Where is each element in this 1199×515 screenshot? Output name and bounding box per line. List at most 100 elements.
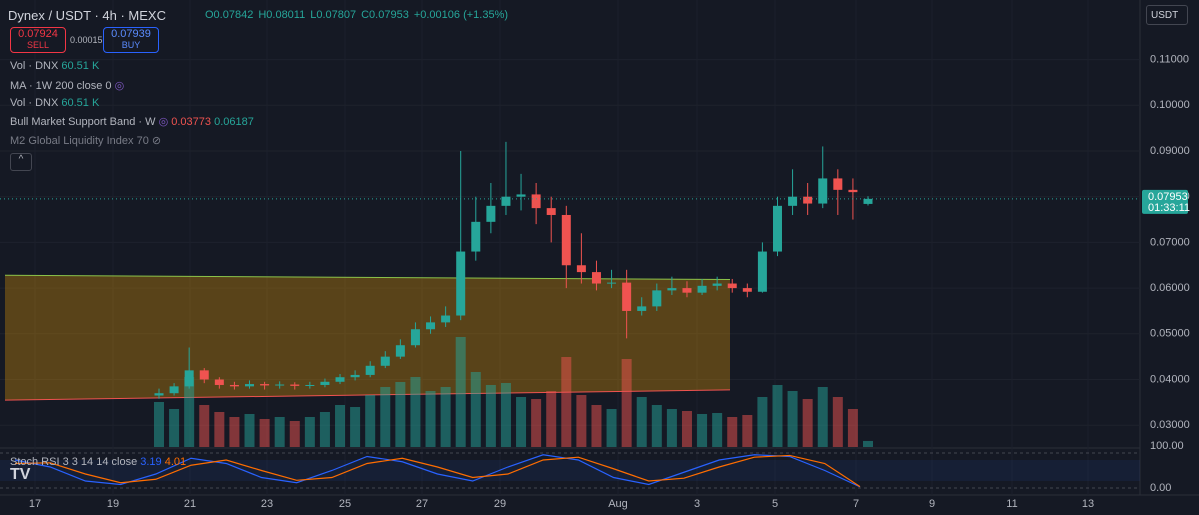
- volume-bar: [832, 397, 843, 447]
- price-tick-label: 0.11000: [1150, 54, 1189, 66]
- indicator: Bull Market Support Band · W ◎ 0.03773 0…: [10, 115, 254, 128]
- indicator-name: Bull Market Support Band · W: [10, 116, 156, 128]
- volume-bar: [546, 391, 557, 447]
- candle-body: [803, 196, 813, 204]
- volume-bar: [319, 412, 330, 447]
- candle-body: [772, 205, 782, 252]
- candle-body: [637, 306, 647, 311]
- indicator-name: M2 Global Liquidity Index 70: [10, 135, 149, 147]
- volume-bar: [289, 421, 300, 447]
- candle-body: [245, 384, 255, 387]
- volume-bar: [335, 405, 346, 447]
- candle-body: [712, 283, 722, 286]
- candle-body: [350, 374, 360, 378]
- logo[interactable]: TV: [10, 466, 31, 483]
- indicator-value: 0.03773: [171, 116, 212, 128]
- volume-bar: [576, 395, 587, 447]
- candle-body: [275, 384, 285, 386]
- settings-icon[interactable]: ◎: [114, 80, 125, 92]
- price-tick-label: 0.10000: [1150, 99, 1190, 111]
- volume-bar: [410, 377, 421, 447]
- countdown: 01:33:11: [1148, 202, 1190, 214]
- buy-button[interactable]: 0.07939 BUY: [103, 27, 159, 53]
- price-tick-label: 0.05000: [1150, 328, 1190, 340]
- date-tick-label: 3: [694, 498, 700, 510]
- band-lower: [4, 389, 731, 401]
- collapse-button[interactable]: ^: [10, 153, 32, 171]
- candle-body: [410, 329, 420, 346]
- sell-label: SELL: [26, 40, 50, 50]
- price-tag-value: 0.07953: [1148, 191, 1188, 203]
- stoch-legend: Stoch RSI 3 3 14 14 close 3.19 4.01: [10, 456, 186, 468]
- candle-body: [395, 345, 405, 357]
- volume-bar: [516, 397, 527, 447]
- settings-icon[interactable]: ◎: [158, 116, 169, 128]
- date-tick-label: 13: [1082, 498, 1094, 510]
- symbol[interactable]: Dynex / USDT · 4h · MEXC: [8, 8, 166, 23]
- indicator-value: 60.51 K: [61, 60, 100, 72]
- indicator-name: Vol · DNX: [10, 60, 59, 72]
- volume-bar: [229, 417, 240, 447]
- candle-body: [320, 381, 330, 385]
- volume-bar: [591, 405, 602, 447]
- price-tag: [1142, 189, 1188, 214]
- volume-bar: [395, 382, 406, 447]
- volume-bar: [621, 359, 632, 447]
- date-tick-label: 27: [416, 498, 428, 510]
- candle-body: [229, 384, 239, 387]
- candle-body: [365, 365, 375, 375]
- volume-bar: [681, 411, 692, 447]
- volume-bar: [863, 440, 873, 447]
- sell-price: 0.07924: [18, 28, 58, 40]
- volume-bar: [651, 405, 662, 447]
- candle-body: [591, 272, 601, 284]
- sell-button[interactable]: 0.07924 SELL: [10, 27, 66, 53]
- volume-bar: [697, 414, 708, 447]
- band-upper: [4, 274, 731, 281]
- volume-bar: [350, 407, 361, 447]
- candle-body: [501, 196, 511, 206]
- candle-body: [818, 178, 828, 204]
- volume-bar: [817, 387, 828, 447]
- candle-body: [516, 194, 526, 197]
- spread: 0.00015: [70, 35, 103, 45]
- indicator-name: Vol · DNX: [10, 97, 59, 109]
- date-tick-label: 5: [772, 498, 778, 510]
- candle-body: [260, 384, 270, 386]
- candle-body: [169, 386, 179, 394]
- volume-bar: [802, 399, 813, 447]
- indicator: Vol · DNX 60.51 K: [10, 97, 99, 109]
- candle-body: [456, 251, 466, 316]
- volume-bar: [636, 397, 647, 447]
- volume-bar: [712, 413, 723, 447]
- hide-icon[interactable]: ⊘: [151, 135, 162, 147]
- candle-body: [441, 315, 451, 323]
- ohlc-value: H0.08011: [258, 9, 306, 21]
- volume-bar: [606, 409, 617, 447]
- price-tick-label: 0.06000: [1150, 282, 1190, 294]
- volume-bar: [304, 417, 315, 447]
- candle-body: [561, 214, 571, 266]
- candle-body: [682, 288, 692, 293]
- candle-body: [727, 283, 737, 289]
- ohlc-value: C0.07953: [361, 9, 409, 21]
- ohlc-value: +0.00106 (+1.35%): [413, 9, 509, 21]
- candle-body: [667, 288, 677, 291]
- date-tick-label: 25: [339, 498, 351, 510]
- volume-bar: [380, 387, 391, 447]
- candle-body: [214, 379, 224, 385]
- indicator-value: 60.51 K: [61, 97, 100, 109]
- currency-dropdown[interactable]: USDT: [1146, 5, 1188, 25]
- volume-bar: [184, 377, 195, 447]
- candle-body: [426, 322, 436, 330]
- candle-body: [531, 194, 541, 209]
- bull-band: [5, 275, 730, 401]
- indicator-name: Stoch RSI 3 3 14 14 close: [10, 456, 138, 468]
- price-tick-label: 0.07000: [1150, 236, 1190, 248]
- candle-body: [652, 290, 662, 307]
- date-tick-label: Aug: [608, 498, 628, 510]
- volume-bar: [455, 337, 466, 447]
- candle-body: [199, 370, 209, 380]
